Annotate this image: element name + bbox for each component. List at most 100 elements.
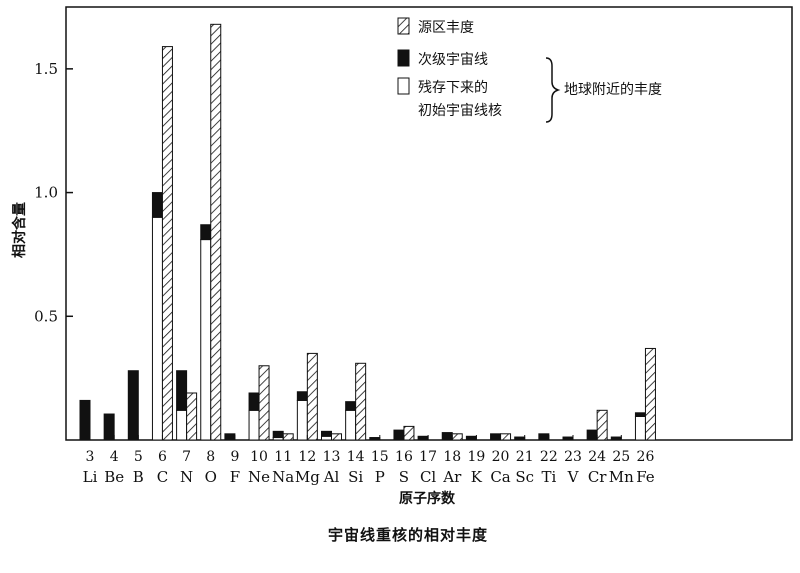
legend-swatch-open — [397, 77, 410, 95]
bar-secondary-Ar — [441, 432, 453, 441]
x-tick-number: 3 — [86, 449, 95, 465]
bar-source-O — [210, 23, 222, 441]
legend-swatch-hatched — [397, 17, 410, 35]
x-tick-number: 24 — [588, 449, 606, 465]
x-tick-symbol: Be — [104, 468, 124, 486]
bar-secondary-Cl — [417, 435, 429, 441]
category-group — [296, 352, 318, 441]
bar-initial-N — [176, 409, 188, 441]
bar-secondary-C — [151, 192, 163, 218]
bar-secondary-Mg — [296, 391, 308, 401]
bar-source-Ar — [451, 433, 463, 441]
bar-secondary-Si — [345, 401, 357, 411]
x-tick-symbol: Na — [272, 468, 294, 486]
bar-source-Na — [282, 433, 294, 441]
bar-source-N — [186, 392, 198, 441]
bar-source-Ca — [500, 433, 512, 441]
bar-secondary-V — [562, 436, 574, 441]
x-tick-number: 21 — [516, 449, 534, 465]
x-tick-number: 4 — [110, 449, 119, 465]
bar-source-Mg — [306, 352, 318, 441]
x-tick-number: 13 — [323, 449, 341, 465]
bar-initial-Al — [321, 435, 332, 441]
bar-source-Si — [355, 362, 367, 441]
x-tick-number: 7 — [182, 449, 191, 465]
x-tick-number: 15 — [371, 449, 389, 465]
x-tick-symbol: Ca — [490, 468, 510, 486]
x-tick-number: 22 — [540, 449, 558, 465]
legend-label: 初始宇宙线核 — [418, 102, 502, 119]
legend-brace-label: 地球附近的丰度 — [564, 82, 662, 98]
bar-source-Fe — [644, 347, 656, 441]
category-group — [127, 370, 139, 441]
y-tick-label: 0.5 — [34, 307, 58, 325]
bar-secondary-P — [369, 437, 381, 441]
x-tick-symbol: Fe — [636, 468, 655, 486]
x-tick-symbol: Mg — [295, 468, 320, 486]
bar-secondary-K — [465, 435, 477, 441]
bar-secondary-Mn — [610, 436, 622, 441]
bar-source-C — [161, 46, 173, 441]
category-group — [369, 437, 381, 441]
x-tick-number: 25 — [612, 449, 630, 465]
x-tick-symbol: K — [471, 468, 483, 486]
bar-secondary-Al — [321, 430, 332, 437]
bar-secondary-Cr — [586, 429, 598, 441]
category-group — [248, 365, 270, 441]
x-tick-symbol: B — [133, 468, 144, 486]
category-group — [79, 399, 91, 441]
category-group — [586, 409, 608, 441]
x-tick-number: 16 — [395, 449, 413, 465]
bar-source-Cr — [596, 409, 608, 441]
x-tick-number: 19 — [467, 449, 485, 465]
category-group — [103, 413, 115, 441]
x-tick-symbol: O — [205, 468, 217, 486]
bar-secondary-O — [200, 224, 212, 241]
x-tick-number: 10 — [250, 449, 268, 465]
category-group — [321, 430, 342, 441]
bar-initial-Fe — [634, 415, 646, 441]
category-group — [200, 23, 222, 441]
x-tick-number: 26 — [637, 449, 655, 465]
category-group — [176, 370, 198, 441]
bar-secondary-Na — [272, 430, 284, 439]
plot-frame — [65, 6, 793, 441]
bar-initial-Ne — [248, 409, 260, 441]
category-group — [224, 433, 236, 441]
x-tick-symbol: Si — [348, 468, 363, 486]
x-tick-symbol: Al — [323, 468, 340, 486]
bar-secondary-S — [393, 429, 405, 441]
x-tick-number: 14 — [347, 449, 365, 465]
category-group — [634, 347, 656, 441]
x-tick-symbol: Ti — [541, 468, 556, 486]
x-tick-symbol: Cr — [588, 468, 607, 486]
legend-swatch-solid — [397, 49, 410, 67]
category-group — [514, 436, 526, 441]
bar-secondary-B — [127, 370, 139, 441]
legend-label: 残存下来的 — [418, 80, 488, 96]
x-tick-symbol: V — [567, 468, 580, 486]
bar-initial-Si — [345, 409, 357, 441]
x-tick-symbol: N — [180, 468, 193, 486]
x-tick-symbol: F — [230, 468, 240, 486]
category-group — [465, 435, 477, 441]
x-tick-number: 23 — [564, 449, 582, 465]
bars — [79, 23, 656, 441]
category-group — [538, 433, 550, 441]
x-tick-number: 8 — [206, 449, 215, 465]
x-tick-symbol: Li — [83, 468, 98, 486]
category-group — [562, 436, 574, 441]
bar-secondary-Be — [103, 413, 115, 441]
legend-brace — [545, 57, 561, 123]
x-tick-symbol: Ar — [442, 468, 462, 486]
bar-initial-O — [200, 239, 212, 441]
x-tick-number: 18 — [443, 449, 461, 465]
y-axis-label: 相对含量 — [11, 202, 28, 258]
chart-caption: 宇宙线重核的相对丰度 — [328, 526, 488, 544]
x-tick-number: 11 — [274, 449, 292, 465]
legend-label: 次级宇宙线 — [418, 52, 488, 68]
category-group — [151, 46, 173, 441]
bar-secondary-Fe — [634, 412, 646, 417]
bar-secondary-Ne — [248, 392, 260, 411]
bar-secondary-F — [224, 433, 236, 441]
